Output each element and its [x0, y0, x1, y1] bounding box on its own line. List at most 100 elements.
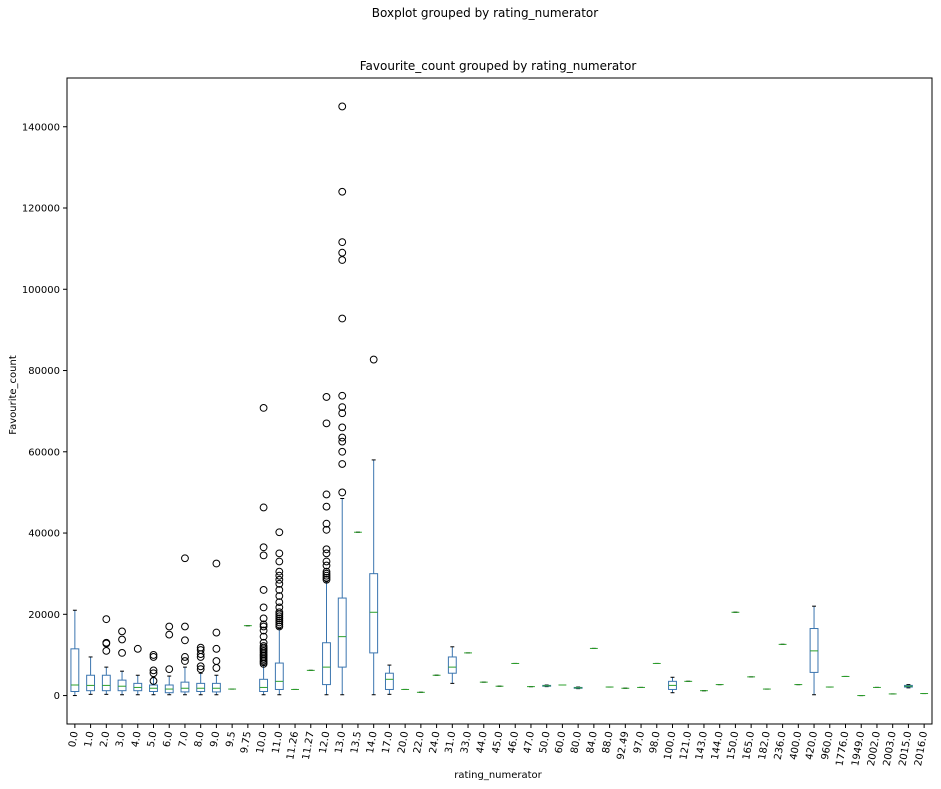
outlier-point	[102, 615, 111, 624]
outlier-point	[212, 628, 221, 637]
y-axis-label: Favourite_count	[8, 355, 19, 435]
outlier-point	[149, 669, 158, 678]
outlier-point	[165, 622, 174, 631]
box	[211, 682, 221, 693]
outlier-point	[322, 557, 331, 566]
outlier-point	[322, 549, 331, 558]
outlier-point	[322, 519, 331, 528]
x-tick-label: 12.0	[318, 731, 333, 755]
outlier-point	[102, 638, 111, 647]
x-tick-label: 2016.0	[913, 731, 930, 767]
box	[101, 674, 111, 692]
outlier-point	[275, 608, 284, 617]
outlier-point	[275, 603, 284, 612]
x-tick-label: 8.0	[193, 731, 207, 749]
x-tick-label: 165.0	[741, 731, 757, 761]
outlier-point	[322, 573, 331, 582]
x-tick-label: 47.0	[522, 731, 537, 755]
x-tick-label: 1.0	[83, 731, 97, 749]
outlier-point	[275, 592, 284, 600]
outlier-point	[338, 403, 347, 411]
box-group-12.0	[322, 393, 331, 696]
x-tick-label: 33.0	[459, 731, 474, 755]
x-tick-label: 11.0	[271, 731, 286, 755]
x-tick-label: 9.75	[239, 731, 254, 755]
x-tick-label: 13.5	[349, 731, 364, 755]
plot-area	[70, 102, 929, 697]
outlier-point	[338, 447, 347, 456]
outlier-point	[181, 554, 189, 563]
outlier-point	[338, 314, 347, 323]
box	[259, 678, 269, 692]
x-tick-label: 45.0	[491, 731, 506, 755]
box-group-80.0	[573, 686, 583, 690]
outlier-point	[322, 575, 331, 584]
outlier-point	[118, 648, 126, 657]
x-tick-label: 2002.0	[866, 731, 883, 767]
x-tick-label: 50.0	[538, 731, 553, 755]
x-tick-label: 60.0	[554, 731, 569, 755]
y-tick-label: 40000	[28, 529, 60, 540]
x-tick-label: 420.0	[804, 731, 820, 761]
x-tick-label: 1776.0	[835, 731, 852, 767]
outlier-point	[322, 569, 331, 578]
x-tick-label: 2003.0	[882, 731, 899, 767]
box-group-13.0	[337, 102, 347, 696]
outlier-point	[149, 677, 158, 685]
outlier-point	[322, 567, 331, 576]
x-tick-label: 20.0	[396, 731, 411, 755]
outlier-point	[212, 657, 221, 665]
y-axis: 0 20000 40000 60000 80000 100000 120000 140000	[22, 122, 67, 702]
x-tick-label: 22.0	[412, 731, 427, 755]
box	[274, 662, 284, 690]
outlier-point	[275, 528, 284, 537]
outlier-point	[259, 603, 268, 612]
outlier-point	[275, 575, 284, 584]
outlier-point	[322, 393, 331, 401]
outlier-point	[275, 586, 284, 594]
x-tick-label: 9.0	[209, 731, 223, 749]
outlier-point	[259, 638, 268, 647]
outlier-point	[275, 612, 284, 621]
box-group-50.0	[542, 684, 552, 688]
box	[196, 682, 206, 692]
outlier-point	[259, 620, 268, 629]
box-group-14.0	[369, 355, 379, 696]
x-tick-label: 14.0	[365, 731, 380, 755]
outlier-point	[212, 559, 221, 568]
x-tick-label: 150.0	[726, 731, 742, 761]
x-axis-label: rating_numerator	[454, 770, 542, 781]
outlier-point	[259, 622, 268, 631]
outlier-point	[149, 653, 158, 661]
outlier-point	[275, 598, 284, 607]
chart-suptitle: Boxplot grouped by rating_numerator	[372, 6, 598, 20]
outlier-point	[102, 646, 111, 655]
outlier-point	[196, 665, 205, 674]
x-tick-label: 88.0	[601, 731, 616, 755]
outlier-point	[322, 502, 331, 511]
x-tick-label: 98.0	[648, 731, 663, 755]
y-tick-label: 120000	[22, 204, 60, 215]
outlier-point	[275, 622, 284, 631]
outlier-point	[275, 549, 284, 558]
outlier-point	[259, 404, 268, 412]
outlier-point	[338, 488, 347, 497]
outlier-point	[149, 666, 158, 675]
box-group-9.0	[211, 559, 221, 696]
outlier-point	[259, 503, 268, 512]
y-tick-label: 60000	[28, 447, 60, 458]
outlier-point	[196, 646, 205, 654]
outlier-point	[338, 391, 347, 400]
x-tick-label: 46.0	[506, 731, 521, 755]
outlier-point	[275, 567, 284, 576]
outlier-point	[212, 664, 221, 672]
outlier-point	[259, 626, 268, 635]
x-tick-label: 121.0	[678, 731, 694, 761]
outlier-point	[369, 355, 378, 364]
outlier-point	[338, 433, 347, 442]
outlier-point	[322, 571, 331, 580]
y-tick-label: 20000	[28, 610, 60, 621]
x-tick-label: 11.26	[285, 731, 301, 761]
outlier-point	[338, 423, 347, 432]
